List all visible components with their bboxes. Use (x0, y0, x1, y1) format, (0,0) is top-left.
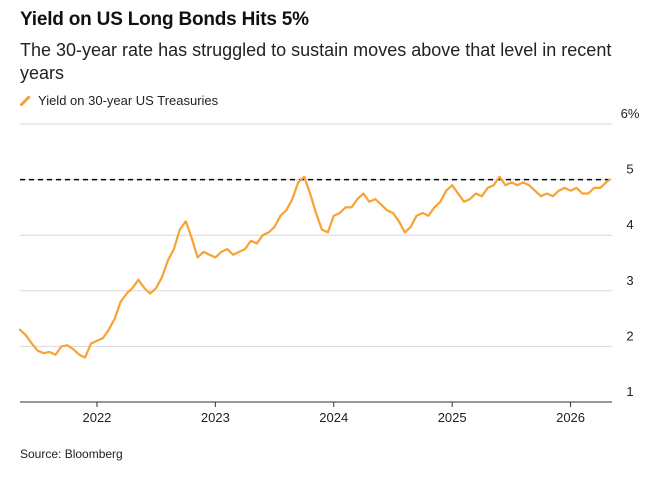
source-note: Source: Bloomberg (20, 447, 123, 461)
gridlines (20, 123, 612, 347)
y-tick-label-1: 1 (626, 384, 633, 399)
y-tick-label-2: 2 (626, 328, 633, 343)
legend-label: Yield on 30-year US Treasuries (38, 93, 219, 108)
y-tick-label-6: 6% (621, 106, 640, 121)
x-tick-label-2024: 2024 (319, 410, 348, 425)
x-tick-label-2026: 2026 (556, 410, 585, 425)
chart-title: Yield on US Long Bonds Hits 5% (20, 9, 309, 30)
x-tick-label-2025: 2025 (438, 410, 467, 425)
x-tick-label-2022: 2022 (82, 410, 111, 425)
y-tick-label-3: 3 (626, 273, 633, 288)
x-tick-label-2023: 2023 (201, 410, 230, 425)
series-group (18, 175, 611, 359)
series-line-30yr-yield (18, 175, 611, 359)
legend-swatch-icon (20, 95, 30, 106)
axes: 1 2 3 4 5 6% 2022 2023 2024 2025 2026 (20, 106, 640, 425)
chart-subtitle: The 30-year rate has struggled to sustai… (20, 40, 612, 83)
y-tick-label-5: 5 (626, 162, 633, 177)
legend: Yield on 30-year US Treasuries (20, 93, 218, 108)
y-tick-label-4: 4 (626, 217, 633, 232)
